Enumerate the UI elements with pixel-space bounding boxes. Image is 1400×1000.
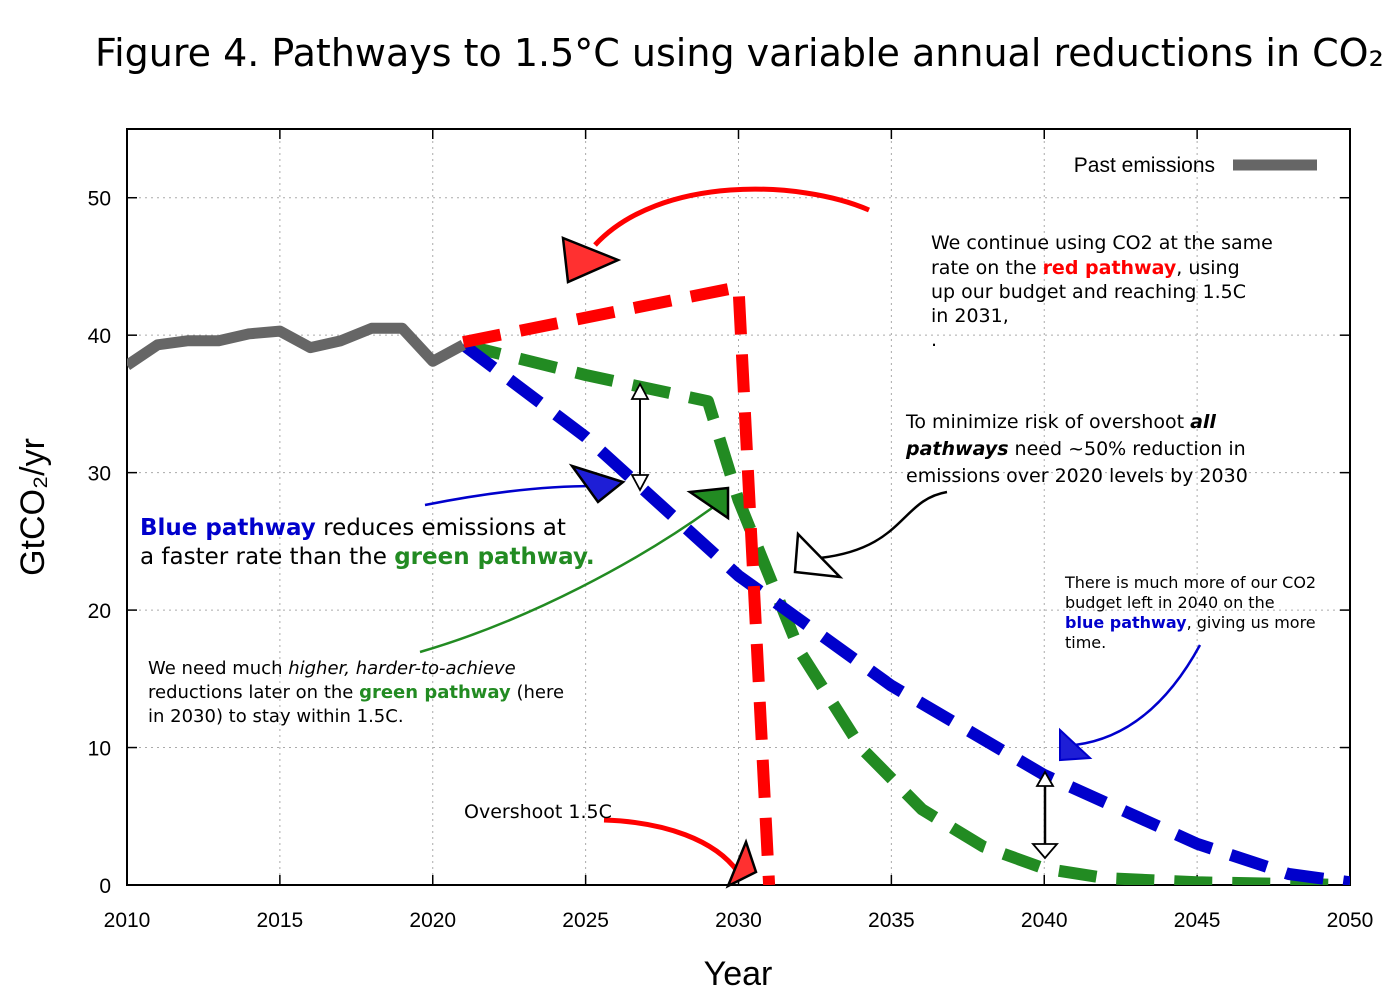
blue-pathway-line (459, 340, 1350, 885)
overshoot-arrowhead (725, 838, 758, 889)
x-axis-label: Year (704, 955, 773, 993)
blue-pathway-note: There is much more of our CO2 budget lef… (1064, 573, 1316, 652)
red-curved-arrow (593, 186, 870, 247)
y-tick-label: 20 (88, 600, 111, 623)
y-tick-label: 10 (88, 738, 111, 761)
x-tick-label: 2040 (1021, 909, 1068, 932)
x-tick-label: 2025 (562, 909, 609, 932)
blue-note-line4: time. (1065, 633, 1106, 652)
x-tick-label: 2015 (257, 909, 304, 932)
axis-ticks: 2010 2015 2020 2025 2030 2035 2040 2045 20500102… (88, 129, 1374, 932)
blue-vs-green-line1: Blue pathway reduces emissions at (140, 515, 566, 541)
overshoot-minimize-note: To minimize risk of overshoot all pathwa… (905, 411, 1248, 487)
green-note-line1: We need much higher, harder-to-achieve (148, 658, 516, 679)
past-emissions-line (127, 322, 466, 370)
blue-note-arrowhead (1059, 727, 1093, 762)
overshoot-label: Overshoot 1.5C (464, 801, 612, 823)
red-arrowhead (561, 236, 622, 284)
legend: Past emissions (1074, 154, 1317, 177)
blue-note-arrow (1074, 644, 1202, 747)
y-tick-label: 30 (88, 463, 111, 486)
blue-note-line2: budget left in 2040 on the (1065, 593, 1275, 612)
green-label-arrow (419, 506, 713, 654)
y-tick-label: 50 (88, 188, 111, 211)
chart-title: Figure 4. Pathways to 1.5°C using variab… (95, 31, 1384, 75)
overshoot-note-arrow (819, 490, 948, 560)
red-note-line3: up our budget and reaching 1.5C (931, 281, 1246, 303)
annotation-arrows (419, 186, 1202, 889)
blue-vs-green-line2: a faster rate than the green pathway. (140, 544, 595, 570)
y-axis-label: GtCO₂/yr (14, 438, 52, 576)
green-label-arrowhead (686, 486, 730, 521)
series-lines (127, 281, 1350, 885)
red-note-line4: in 2031, (931, 305, 1009, 327)
y-tick-label: 40 (88, 325, 111, 348)
red-note-line5: . (931, 329, 937, 351)
gap-arrow-2040-down (1031, 843, 1059, 860)
x-tick-label: 2030 (715, 909, 762, 932)
red-pathway-note: We continue using CO2 at the same rate o… (931, 232, 1273, 351)
gap-arrow-2027-down (630, 474, 650, 492)
x-tick-label: 2050 (1327, 909, 1374, 932)
blue-note-line3: blue pathway, giving us more (1065, 613, 1316, 632)
legend-label-past-emissions: Past emissions (1074, 154, 1215, 177)
green-note-line2: reductions later on the green pathway (h… (148, 682, 564, 703)
blue-note-line1: There is much more of our CO2 (1064, 573, 1316, 592)
x-tick-label: 2045 (1174, 909, 1221, 932)
overshoot-arrow (603, 817, 741, 874)
red-pathway-line (462, 281, 776, 885)
red-note-line1: We continue using CO2 at the same (931, 232, 1273, 254)
overshoot-note-line2: pathways need ~50% reduction in (905, 438, 1246, 460)
green-note-line3: in 2030) to stay within 1.5C. (148, 706, 404, 727)
gap-arrow-2027-up (630, 382, 650, 400)
red-pathway-highlight: red pathway (1043, 257, 1177, 279)
y-tick-label: 0 (99, 875, 111, 898)
overshoot-note-line3: emissions over 2020 levels by 2030 (906, 465, 1248, 487)
x-tick-label: 2020 (409, 909, 456, 932)
red-note-line2: rate on the red pathway, using (931, 257, 1240, 279)
green-pathway-line (461, 338, 1350, 885)
blue-vs-green-note: Blue pathway reduces emissions at a fast… (140, 515, 595, 570)
blue-label-arrowhead (568, 463, 626, 504)
x-tick-label: 2010 (104, 909, 151, 932)
overshoot-note-arrowhead (793, 531, 844, 579)
green-pathway-note: We need much higher, harder-to-achieve r… (148, 658, 564, 727)
blue-label-arrow (424, 484, 596, 507)
overshoot-note-line1: To minimize risk of overshoot all (905, 411, 1216, 433)
gap-arrow-2040-up (1035, 770, 1055, 787)
x-tick-label: 2035 (868, 909, 915, 932)
